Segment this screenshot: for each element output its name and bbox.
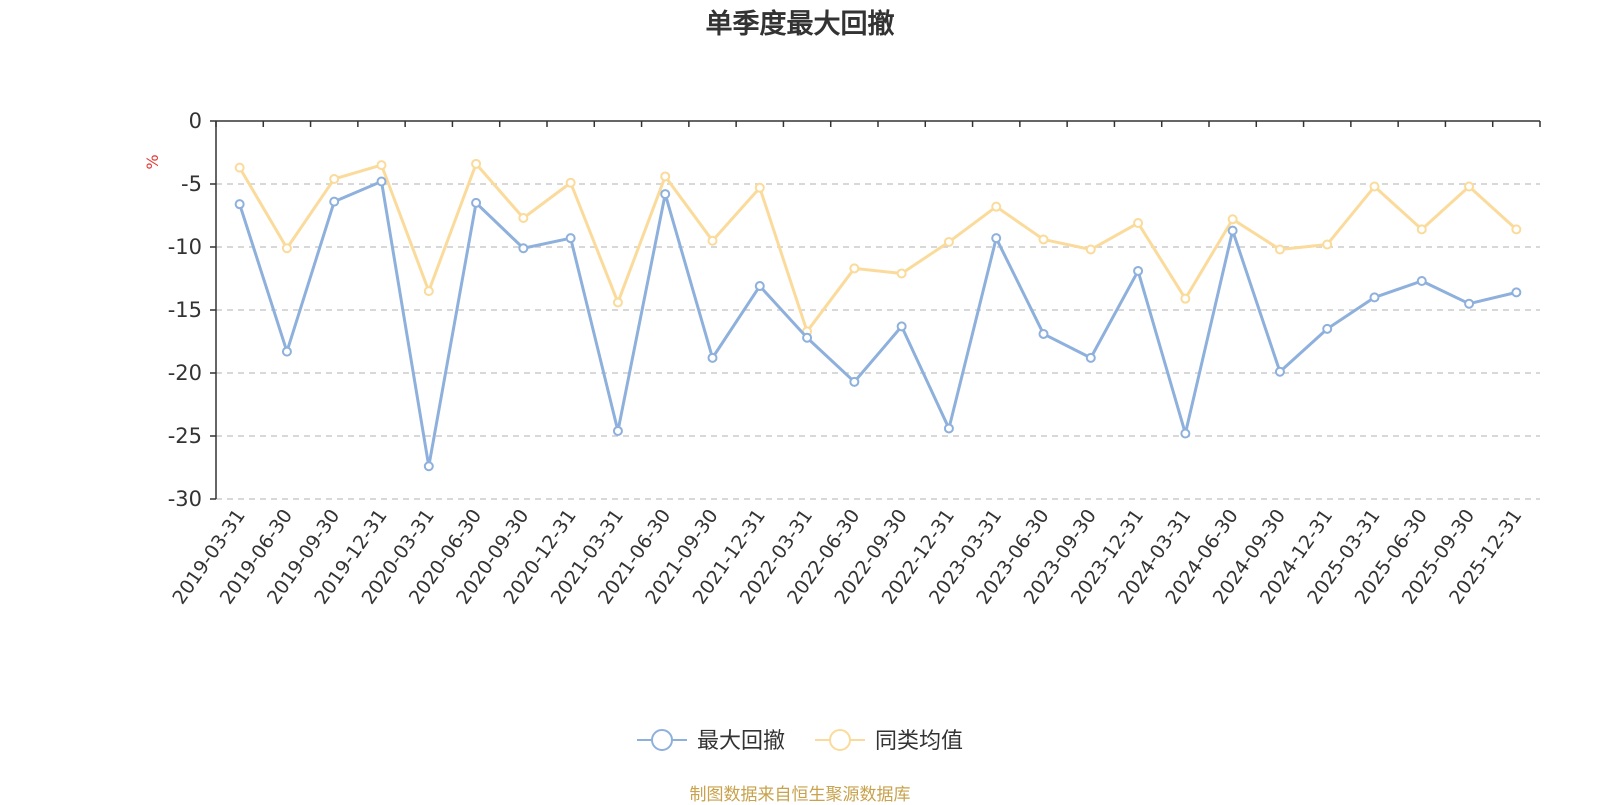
data-point (518, 213, 529, 224)
data-point (518, 243, 529, 254)
data-point (1511, 287, 1522, 298)
data-point (471, 158, 482, 169)
data-point (1227, 214, 1238, 225)
data-point (1322, 239, 1333, 250)
legend-marker (829, 729, 851, 751)
data-point (943, 236, 954, 247)
data-point (707, 352, 718, 363)
data-point (1464, 298, 1475, 309)
y-axis-label: % (143, 154, 162, 169)
data-point (991, 201, 1002, 212)
data-point (234, 199, 245, 210)
data-point (754, 182, 765, 193)
data-point (565, 177, 576, 188)
legend-label: 最大回撤 (697, 729, 785, 754)
y-tick-label: -15 (168, 298, 202, 322)
data-point (1133, 265, 1144, 276)
y-tick-label: -25 (168, 424, 202, 448)
series-line-0 (238, 179, 1517, 468)
legend-item-0[interactable]: 最大回撤 (637, 729, 785, 754)
data-point (1416, 276, 1427, 287)
data-point (281, 243, 292, 254)
data-point (234, 162, 245, 173)
series-lines (234, 158, 1522, 472)
legend-marker (651, 729, 673, 751)
data-point (754, 281, 765, 292)
data-point (707, 235, 718, 246)
data-point (1464, 181, 1475, 192)
data-point (423, 461, 434, 472)
data-point (991, 233, 1002, 244)
data-point (849, 263, 860, 274)
data-point (660, 189, 671, 200)
grid-lines (216, 183, 1540, 500)
source-note: 制图数据来自恒生聚源数据库 (689, 785, 911, 805)
y-tick-label: -10 (168, 235, 202, 259)
data-point (1322, 323, 1333, 334)
data-point (376, 176, 387, 187)
data-point (1227, 225, 1238, 236)
data-point (1085, 244, 1096, 255)
data-point (1274, 366, 1285, 377)
legend[interactable]: 最大回撤 同类均值 (637, 729, 963, 754)
data-point (565, 233, 576, 244)
data-point (1416, 224, 1427, 235)
data-point (471, 197, 482, 208)
chart-title: 单季度最大回撤 (705, 9, 895, 40)
data-point (612, 425, 623, 436)
data-point (1133, 218, 1144, 229)
data-point (1085, 352, 1096, 363)
data-point (423, 286, 434, 297)
data-point (896, 268, 907, 279)
series-line-1 (238, 162, 1518, 333)
data-point (1274, 244, 1285, 255)
data-point (1511, 224, 1522, 235)
data-point (802, 332, 813, 343)
data-point (660, 171, 671, 182)
data-point (896, 321, 907, 332)
data-point (329, 196, 340, 207)
data-point (376, 160, 387, 171)
legend-item-1[interactable]: 同类均值 (815, 729, 963, 754)
data-point (1369, 181, 1380, 192)
data-point (612, 297, 623, 308)
data-point (281, 346, 292, 357)
data-point (849, 376, 860, 387)
data-point (1180, 428, 1191, 439)
y-tick-label: -20 (168, 361, 202, 385)
y-tick-label: -5 (181, 172, 202, 196)
data-point (1369, 292, 1380, 303)
data-point (329, 173, 340, 184)
legend-label: 同类均值 (875, 729, 963, 754)
data-point (1038, 328, 1049, 339)
data-point (1038, 234, 1049, 245)
y-tick-label: -30 (168, 487, 202, 511)
data-point (943, 423, 954, 434)
data-point (1180, 293, 1191, 304)
y-tick-label: 0 (189, 109, 202, 133)
